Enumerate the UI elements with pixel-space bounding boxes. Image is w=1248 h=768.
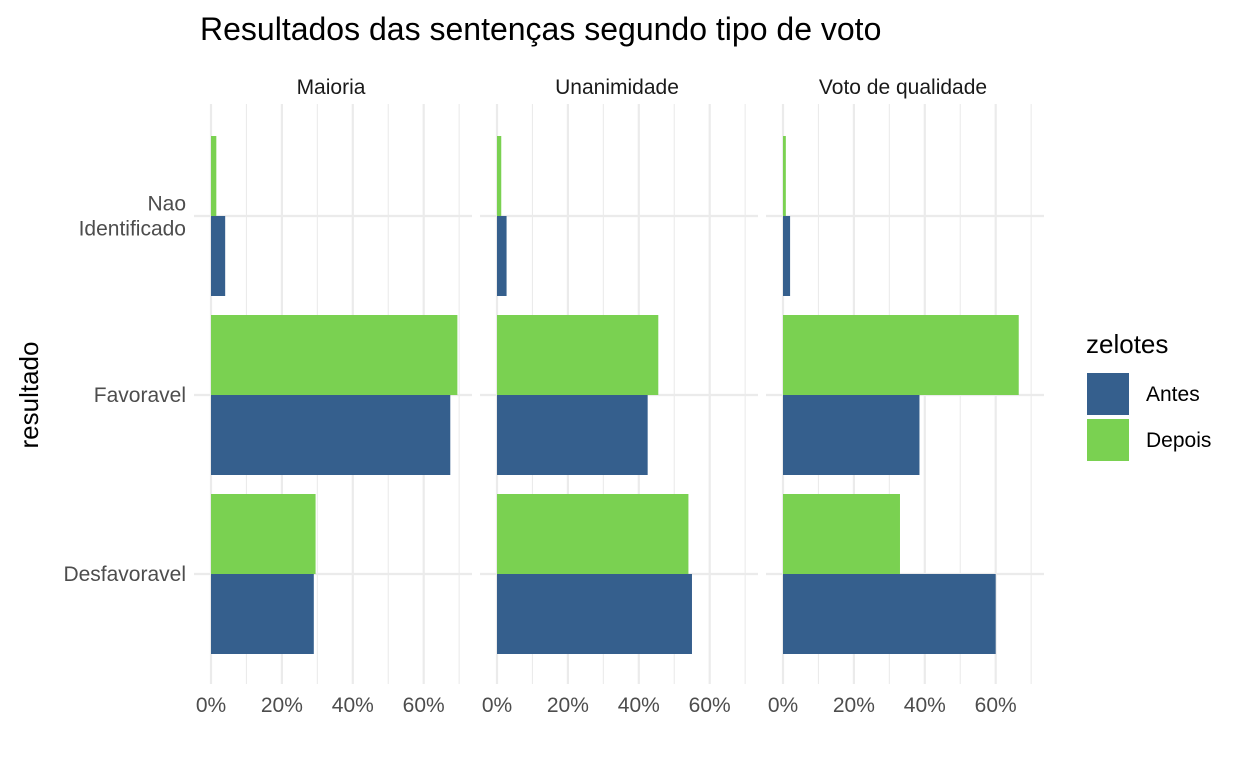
bar-depois-favoravel [211,315,458,395]
facet-panels: Maioria 0% 20% 40% 60% Unanimidade 0% 20% 40% 60%… [194,76,1044,717]
bar-antes-favoravel [211,395,451,475]
facet-strip-label: Voto de qualidade [819,76,987,99]
x-tick-label: 40% [332,694,374,717]
y-tick-labels: Desfavoravel Favoravel Nao Identificado [63,193,186,587]
x-tick-label: 0% [196,694,226,717]
legend-swatch-depois [1087,419,1129,461]
legend-title: zelotes [1086,329,1168,359]
bar-depois-desfavoravel [211,494,316,574]
y-tick-label-nao-identificado: Nao Identificado [79,193,186,241]
y-tick-label-favoravel: Favoravel [94,384,186,407]
bar-depois-favoravel [497,315,659,395]
bar-antes-nao-identificado [783,216,791,296]
bar-depois-favoravel [783,315,1019,395]
facet-panel-voto-de-qualidade: Voto de qualidade 0% 20% 40% 60% [766,76,1044,717]
x-tick-label: 60% [975,694,1017,717]
y-tick-label-desfavoravel: Desfavoravel [63,563,186,586]
legend-label-antes: Antes [1146,383,1200,406]
x-tick-label: 60% [689,694,731,717]
x-tick-label: 0% [482,694,512,717]
y-axis-title: resultado [14,342,44,449]
legend-swatch-antes [1087,373,1129,415]
bar-depois-nao-identificado [783,136,786,216]
chart-title: Resultados das sentenças segundo tipo de… [200,11,881,47]
legend: zelotes Antes Depois [1086,329,1211,461]
x-tick-label: 40% [904,694,946,717]
x-tick-label: 20% [261,694,303,717]
x-tick-label: 40% [618,694,660,717]
bar-antes-desfavoravel [497,574,692,654]
bar-antes-desfavoravel [211,574,314,654]
facet-panel-maioria: Maioria 0% 20% 40% 60% [194,76,472,717]
legend-label-depois: Depois [1146,429,1211,452]
x-tick-label: 20% [833,694,875,717]
x-tick-label: 20% [547,694,589,717]
bar-antes-favoravel [497,395,648,475]
facet-strip-label: Unanimidade [555,76,679,99]
bar-depois-nao-identificado [211,136,217,216]
x-tick-label: 60% [403,694,445,717]
bar-antes-nao-identificado [211,216,226,296]
bar-antes-nao-identificado [497,216,507,296]
bar-depois-desfavoravel [783,494,900,574]
x-tick-label: 0% [768,694,798,717]
bar-antes-favoravel [783,395,920,475]
bar-depois-nao-identificado [497,136,502,216]
bar-depois-desfavoravel [497,494,689,574]
facet-panel-unanimidade: Unanimidade 0% 20% 40% 60% [480,76,758,717]
bar-antes-desfavoravel [783,574,996,654]
facet-strip-label: Maioria [297,76,366,99]
